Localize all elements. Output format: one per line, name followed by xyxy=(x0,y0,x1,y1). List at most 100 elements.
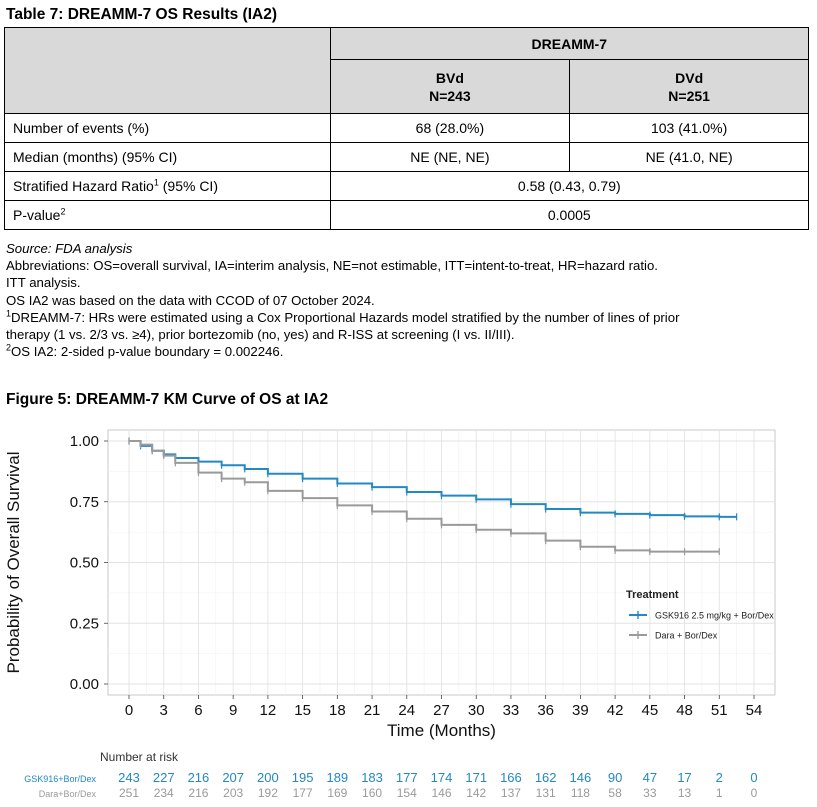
x-tick-label: 0 xyxy=(125,702,133,719)
risk-count: 47 xyxy=(643,770,657,785)
row-label: Number of events (%) xyxy=(4,113,331,143)
risk-row-label: GSK916+Bor/Dex xyxy=(24,774,96,784)
note-footnote-2: 2OS IA2: 2-sided p-value boundary = 0.00… xyxy=(6,343,812,360)
x-tick-label: 42 xyxy=(607,702,624,719)
risk-count: 227 xyxy=(153,770,175,785)
note-ccod: OS IA2 was based on the data with CCOD o… xyxy=(6,292,375,308)
arm-n: N=251 xyxy=(668,87,710,104)
table-notes: Source: FDA analysis Abbreviations: OS=o… xyxy=(6,240,812,360)
x-tick-label: 48 xyxy=(676,702,693,719)
table-row-p: P-value2 0.0005 xyxy=(4,200,810,230)
legend-title: Treatment xyxy=(626,589,679,601)
risk-count: 200 xyxy=(257,770,279,785)
risk-count: 243 xyxy=(118,770,140,785)
arm-name: DVd xyxy=(675,69,704,86)
x-tick-label: 24 xyxy=(398,702,415,719)
risk-table: Number at risk GSK916+Bor/Dex 243 227 216 207… xyxy=(24,750,758,800)
row-label: Median (months) (95% CI) xyxy=(4,142,331,172)
risk-count: 146 xyxy=(431,786,451,800)
table-row: Median (months) (95% CI) NE (NE, NE) NE … xyxy=(4,142,809,172)
risk-count: 166 xyxy=(500,770,522,785)
risk-count: 177 xyxy=(396,770,418,785)
group-header: DREAMM-7 xyxy=(329,27,810,60)
table-arm-row: BVd N=243 DVd N=251 xyxy=(4,59,809,114)
risk-count: 13 xyxy=(678,786,692,800)
dvd-value: 103 (41.0%) xyxy=(569,113,809,143)
risk-count: 216 xyxy=(188,770,210,785)
x-tick-label: 54 xyxy=(746,702,763,719)
risk-count: 160 xyxy=(362,786,382,800)
hr-label-tail: (95% CI) xyxy=(158,178,218,194)
y-tick-label: 0.50 xyxy=(70,555,99,572)
x-tick-label: 30 xyxy=(468,702,485,719)
hr-value: 0.58 (0.43, 0.79) xyxy=(329,171,810,201)
legend-label: GSK916 2.5 mg/kg + Bor/Dex xyxy=(655,611,774,621)
x-tick-label: 3 xyxy=(160,702,168,719)
note-footnote-1: 1DREAMM-7: HRs were estimated using a Co… xyxy=(6,309,812,326)
y-axis-label: Probability of Overall Survival xyxy=(4,451,23,673)
x-tick-label: 51 xyxy=(711,702,728,719)
risk-count: 207 xyxy=(222,770,244,785)
risk-table-title: Number at risk xyxy=(100,750,179,764)
footnote-mark: 2 xyxy=(60,206,66,217)
table-group-row: DREAMM-7 xyxy=(4,27,810,60)
risk-count: 169 xyxy=(327,786,347,800)
y-tick-label: 0.75 xyxy=(70,494,99,511)
x-tick-label: 6 xyxy=(194,702,202,719)
risk-count: 1 xyxy=(716,786,723,800)
risk-count: 90 xyxy=(608,770,622,785)
risk-count: 2 xyxy=(716,770,723,785)
x-axis-label: Time (Months) xyxy=(387,721,496,740)
arm-n: N=243 xyxy=(429,87,471,104)
risk-count: 33 xyxy=(643,786,657,800)
risk-count: 154 xyxy=(397,786,417,800)
os-results-table: DREAMM-7 BVd N=243 DVd N=251 Number of e… xyxy=(4,27,810,230)
note-abbreviations: Abbreviations: OS=overall survival, IA=i… xyxy=(6,258,658,274)
bvd-value: NE (NE, NE) xyxy=(329,142,571,172)
risk-count: 0 xyxy=(751,786,758,800)
bvd-value: 68 (28.0%) xyxy=(329,113,571,143)
figure-title: Figure 5: DREAMM-7 KM Curve of OS at IA2 xyxy=(6,391,329,408)
footnote-mark: 1 xyxy=(6,308,12,319)
risk-count: 17 xyxy=(677,770,691,785)
x-tick-label: 39 xyxy=(572,702,589,719)
risk-count: 137 xyxy=(501,786,521,800)
risk-count: 0 xyxy=(750,770,757,785)
arm-header-bvd: BVd N=243 xyxy=(329,59,571,114)
x-tick-label: 9 xyxy=(229,702,237,719)
y-tick-label: 0.00 xyxy=(70,676,99,693)
risk-count: 131 xyxy=(536,786,556,800)
x-tick-label: 36 xyxy=(537,702,554,719)
p-value: 0.0005 xyxy=(329,200,810,230)
risk-count: 203 xyxy=(223,786,243,800)
table-row-hr: Stratified Hazard Ratio1 (95% CI) 0.58 (… xyxy=(4,171,810,201)
risk-count: 183 xyxy=(361,770,383,785)
hr-label: Stratified Hazard Ratio xyxy=(13,178,154,194)
note-source: Source: FDA analysis xyxy=(6,241,133,256)
risk-count: 58 xyxy=(608,786,622,800)
risk-row-label: Dara+Bor/Dex xyxy=(39,789,97,799)
p-label: P-value xyxy=(13,207,61,223)
risk-count: 192 xyxy=(258,786,278,800)
x-tick-label: 33 xyxy=(503,702,520,719)
x-tick-label: 45 xyxy=(641,702,658,719)
row-label: Stratified Hazard Ratio1 (95% CI) xyxy=(4,171,331,201)
risk-count: 251 xyxy=(119,786,139,800)
risk-count: 118 xyxy=(571,786,590,800)
risk-count: 216 xyxy=(188,786,208,800)
footnote-mark: 2 xyxy=(6,342,12,353)
table-corner-cell xyxy=(4,27,331,60)
x-tick-label: 18 xyxy=(329,702,346,719)
table-title: Table 7: DREAMM-7 OS Results (IA2) xyxy=(6,6,278,23)
x-tick-label: 15 xyxy=(294,702,311,719)
note-footnote-1-cont: therapy (1 vs. 2/3 vs. ≥4), prior bortez… xyxy=(6,327,515,343)
km-chart: 0 3 6 9 12 15 18 21 24 27 30 33 36 39 42 45 48 51 540.000.… xyxy=(4,429,776,740)
arm-header-dvd: DVd N=251 xyxy=(569,59,809,114)
footnote-1-text: DREAMM-7: HRs were estimated using a Cox… xyxy=(11,309,680,325)
risk-count: 177 xyxy=(293,786,313,800)
risk-count: 234 xyxy=(154,786,174,800)
footnote-mark: 1 xyxy=(153,177,159,188)
x-tick-label: 21 xyxy=(364,702,381,719)
y-tick-label: 1.00 xyxy=(70,433,99,450)
risk-count: 174 xyxy=(431,770,453,785)
